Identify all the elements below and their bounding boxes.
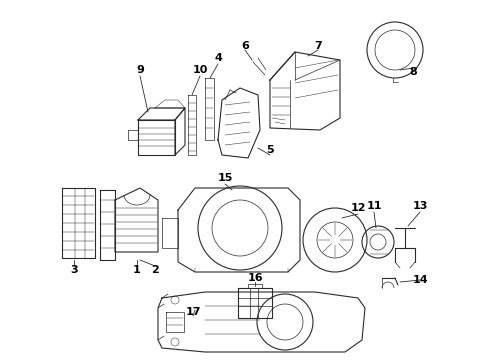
Text: 9: 9 — [136, 65, 144, 75]
Text: 15: 15 — [217, 173, 233, 183]
Text: 2: 2 — [151, 265, 159, 275]
Text: 10: 10 — [192, 65, 208, 75]
Text: 17: 17 — [185, 307, 201, 317]
Text: 11: 11 — [366, 201, 382, 211]
Text: 12: 12 — [350, 203, 366, 213]
Text: 14: 14 — [412, 275, 428, 285]
Text: 16: 16 — [247, 273, 263, 283]
Text: 6: 6 — [241, 41, 249, 51]
Text: 3: 3 — [70, 265, 78, 275]
Text: 4: 4 — [214, 53, 222, 63]
Text: 7: 7 — [314, 41, 322, 51]
Text: 5: 5 — [266, 145, 274, 155]
Text: 13: 13 — [412, 201, 428, 211]
Text: 1: 1 — [133, 265, 141, 275]
Text: 8: 8 — [409, 67, 417, 77]
